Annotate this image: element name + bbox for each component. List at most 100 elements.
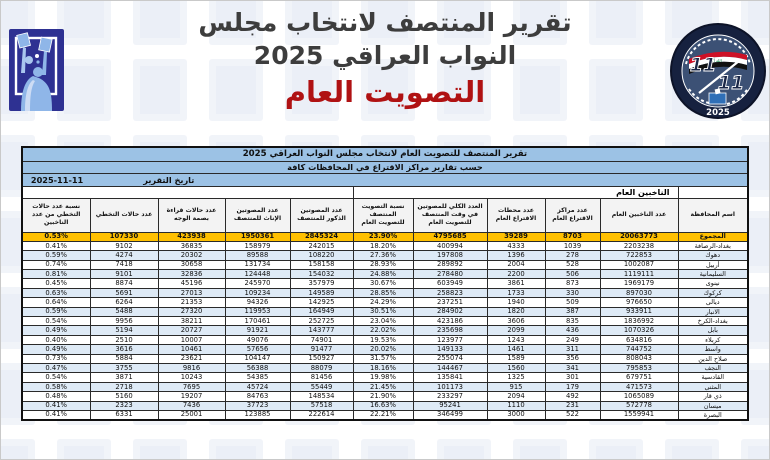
value-cell: 1733 <box>486 287 546 299</box>
watermark-tile <box>513 1 567 45</box>
value-cell: 572778 <box>599 400 679 411</box>
value-cell: 284902 <box>412 306 488 318</box>
value-cell: 3616 <box>89 344 159 355</box>
page-header: تقرير المنتصف لانتخاب مجلس النواب العراق… <box>1 1 769 141</box>
value-cell: 197808 <box>412 250 488 261</box>
value-cell: 104147 <box>224 353 291 364</box>
value-cell: 22.02% <box>352 325 414 336</box>
value-cell: 27320 <box>157 306 226 318</box>
governorate-cell: السليمانية <box>677 269 749 280</box>
value-cell: 400994 <box>412 240 488 252</box>
value-cell: 28.93% <box>352 259 414 271</box>
governorate-cell: بغداد-الكرخ <box>677 315 749 327</box>
table-row: النجف 795853 341 1560 144467 18.16% 88079 56388… <box>21 362 749 374</box>
value-cell: 0.81% <box>21 269 91 280</box>
value-cell: 5488 <box>89 306 159 318</box>
ballot-box-glyph <box>708 92 727 105</box>
value-cell: 808043 <box>599 353 679 364</box>
value-cell: 1002087 <box>599 259 679 271</box>
value-cell: 795853 <box>599 362 679 374</box>
value-cell: 1461 <box>486 344 546 355</box>
value-cell: 6331 <box>89 409 159 421</box>
governorate-cell: ذي قار <box>677 391 749 402</box>
value-cell: 0.47% <box>21 362 91 374</box>
value-cell: 2845324 <box>289 231 354 242</box>
table-row: المثنى 471573 179 915 101173 21.45% 55449 45724… <box>21 381 749 393</box>
value-cell: 21353 <box>157 297 226 308</box>
value-cell: 36835 <box>157 240 226 252</box>
value-cell: 21.45% <box>352 381 414 393</box>
value-cell: 231 <box>544 400 601 411</box>
page-subtitle: التصويت العام <box>284 75 486 109</box>
watermark-tile <box>741 439 769 459</box>
value-cell: 20302 <box>157 250 226 261</box>
value-cell: 1325 <box>486 372 546 383</box>
value-cell: 242015 <box>289 240 354 252</box>
value-cell: 89588 <box>224 250 291 261</box>
watermark-tile <box>741 1 769 45</box>
value-cell: 249 <box>544 334 601 346</box>
table-row: القادسية 679751 301 1325 135841 19.98% 81456 54… <box>21 372 749 383</box>
value-cell: 1950361 <box>224 231 291 242</box>
value-cell: 2323 <box>89 400 159 411</box>
column-header-row: اسم المحافظة عدد الناخبين العام عدد مراك… <box>21 197 749 233</box>
value-cell: 16.63% <box>352 400 414 411</box>
value-cell: 94326 <box>224 297 291 308</box>
value-cell: 158158 <box>289 259 354 271</box>
value-cell: 233297 <box>412 391 488 402</box>
table-row: أربيل 1002087 528 2004 289892 28.93% 158158 131… <box>21 259 749 271</box>
value-cell: 28.85% <box>352 287 414 299</box>
table-row: ميسان 572778 231 1110 95241 16.63% 57518 37723 7… <box>21 400 749 411</box>
value-cell: 24.29% <box>352 297 414 308</box>
value-cell: 170461 <box>224 315 291 327</box>
report-section: تقرير المنتصف للتصويت العام لانتخاب مجلس… <box>20 146 749 421</box>
value-cell: 933911 <box>599 306 679 318</box>
value-cell: 119953 <box>224 306 291 318</box>
value-cell: 2094 <box>486 391 546 402</box>
value-cell: 21.90% <box>352 391 414 402</box>
watermark-tile <box>361 59 415 121</box>
value-cell: 9816 <box>157 362 226 374</box>
table-row: بغداد-الرصافة 2203238 1039 4333 400994 18.20%… <box>21 240 749 252</box>
value-cell: 8874 <box>89 278 159 289</box>
value-cell: 2200 <box>486 269 546 280</box>
value-cell: 0.49% <box>21 344 91 355</box>
governorate-cell: ديالى <box>677 297 749 308</box>
report-table: تقرير المنتصف للتصويت العام لانتخاب مجلس… <box>20 146 749 421</box>
table-row: نينوى 1969179 873 3861 603949 30.67% 357979 245… <box>21 278 749 289</box>
value-cell: 341 <box>544 362 601 374</box>
governorate-cell: أربيل <box>677 259 749 271</box>
value-cell: 19.53% <box>352 334 414 346</box>
governorate-cell: بغداد-الرصافة <box>677 240 749 252</box>
value-cell: 57656 <box>224 344 291 355</box>
value-cell: 3000 <box>486 409 546 421</box>
governorate-cell: بابل <box>677 325 749 336</box>
value-cell: 2099 <box>486 325 546 336</box>
table-title-row: تقرير المنتصف للتصويت العام لانتخاب مجلس… <box>21 146 749 162</box>
value-cell: 1820 <box>486 306 546 318</box>
watermark-tile <box>209 439 263 459</box>
value-cell: 123977 <box>412 334 488 346</box>
watermark-tile <box>361 1 415 45</box>
election-emblem: الله أكبر 11 11 2025 <box>670 23 766 119</box>
value-cell: 74901 <box>289 334 354 346</box>
value-cell: 107330 <box>89 231 159 242</box>
watermark-tile <box>437 59 491 121</box>
value-cell: 0.53% <box>21 231 91 242</box>
value-cell: 509 <box>544 297 601 308</box>
table-row: بغداد-الكرخ 1836992 835 3606 423186 23.04% 252… <box>21 315 749 327</box>
value-cell: 222614 <box>289 409 354 421</box>
value-cell: 0.45% <box>21 278 91 289</box>
table-subtitle: حسب تقارير مراكز الاقتراع في المحافظات ك… <box>21 160 749 174</box>
value-cell: 1243 <box>486 334 546 346</box>
value-cell: 91921 <box>224 325 291 336</box>
report-date-row: تاريخ التقرير 2025-11-11 <box>21 172 749 187</box>
value-cell: 158979 <box>224 240 291 252</box>
value-cell: 1589 <box>486 353 546 364</box>
value-cell: 0.59% <box>21 306 91 318</box>
value-cell: 148534 <box>289 391 354 402</box>
governorate-cell: المجموع <box>677 231 749 242</box>
value-cell: 45724 <box>224 381 291 393</box>
value-cell: 722853 <box>599 250 679 261</box>
value-cell: 1940 <box>486 297 546 308</box>
